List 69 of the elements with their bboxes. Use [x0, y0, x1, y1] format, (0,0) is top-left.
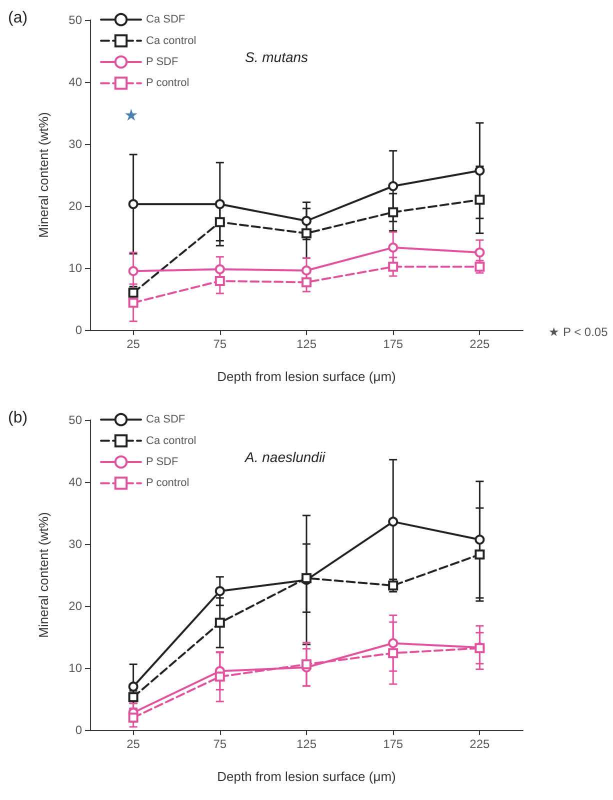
- x-tick-label: 125: [296, 737, 317, 751]
- legend-label: Ca SDF: [146, 14, 186, 26]
- x-tick-label: 25: [126, 337, 140, 351]
- y-tick-label: 50: [68, 413, 82, 427]
- y-axis-title: Mineral content (wt%): [36, 512, 51, 638]
- y-tick-label: 40: [68, 475, 82, 489]
- point: [214, 264, 225, 274]
- y-tick-label: 0: [75, 323, 82, 337]
- legend-label: P control: [146, 77, 190, 90]
- point: [474, 534, 485, 545]
- point: [214, 276, 225, 286]
- point: [388, 242, 398, 253]
- x-tick-label: 175: [383, 737, 404, 751]
- point: [128, 199, 138, 210]
- text: ★ P < 0.05: [548, 325, 608, 339]
- y-tick-label: 10: [68, 261, 82, 275]
- legend-label: P control: [146, 477, 190, 490]
- legend-label: Ca control: [146, 434, 196, 447]
- y-tick-label: 10: [68, 661, 82, 675]
- point: [128, 298, 138, 308]
- point: [474, 166, 485, 176]
- x-tick-label: 75: [213, 737, 227, 751]
- point: [474, 550, 485, 560]
- point: [474, 194, 485, 205]
- point: [128, 266, 138, 276]
- text: (a): [8, 10, 28, 26]
- point: [388, 648, 398, 658]
- y-tick-label: 30: [68, 137, 82, 151]
- point: [214, 217, 225, 228]
- legend-label: Ca control: [146, 34, 196, 47]
- x-tick-label: 25: [126, 737, 140, 751]
- x-tick-label: 75: [213, 337, 227, 351]
- point: [302, 265, 312, 276]
- y-tick-label: 20: [68, 199, 82, 213]
- text: (b): [8, 410, 28, 426]
- point: [214, 586, 225, 596]
- point: [302, 659, 312, 670]
- legend-label: P SDF: [146, 56, 178, 68]
- y-tick-label: 30: [68, 537, 82, 551]
- point: [302, 228, 312, 238]
- annotation: ★: [124, 108, 138, 124]
- point: [388, 181, 398, 192]
- y-tick-label: 20: [68, 599, 82, 613]
- point: [388, 638, 398, 648]
- point: [214, 618, 225, 628]
- y-axis-title: Mineral content (wt%): [36, 112, 51, 238]
- legend-label: Ca SDF: [146, 414, 186, 426]
- point: [388, 262, 398, 272]
- y-tick-label: 50: [68, 13, 82, 27]
- y-tick-label: 40: [68, 75, 82, 89]
- legend-label: P SDF: [146, 456, 178, 468]
- point: [302, 277, 312, 288]
- point: [302, 216, 312, 226]
- text: A. naeslundii: [244, 449, 326, 465]
- x-tick-label: 175: [383, 337, 404, 351]
- text: S. mutans: [245, 49, 308, 65]
- x-axis-title: Depth from lesion surface (μm): [217, 769, 396, 784]
- x-tick-label: 225: [470, 337, 490, 351]
- y-tick-label: 0: [75, 723, 82, 737]
- point: [214, 672, 225, 682]
- x-axis-title: Depth from lesion surface (μm): [217, 369, 396, 384]
- point: [128, 712, 138, 723]
- point: [128, 682, 138, 692]
- point: [214, 199, 225, 210]
- point: [474, 248, 485, 258]
- point: [388, 207, 398, 218]
- x-tick-label: 125: [296, 337, 317, 351]
- point: [388, 516, 398, 527]
- x-tick-label: 225: [470, 737, 490, 751]
